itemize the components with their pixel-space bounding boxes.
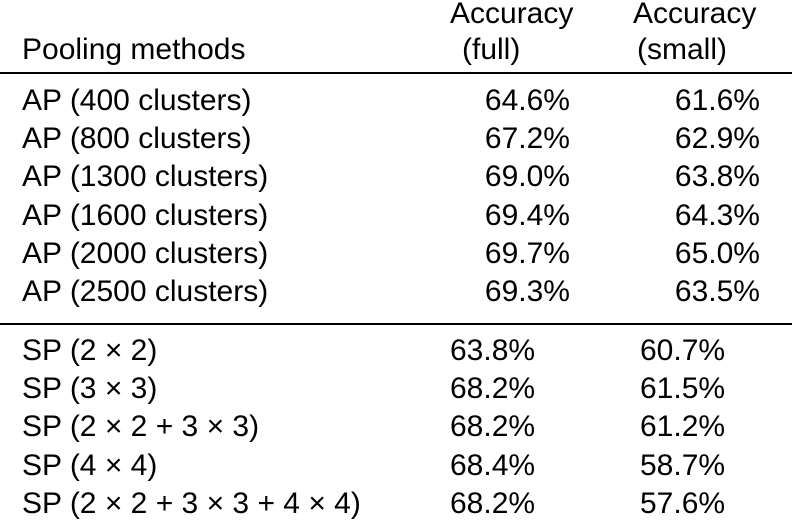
header-method: Pooling methods [22, 33, 246, 66]
method-cell: SP (2 × 2 + 3 × 3) [22, 410, 260, 444]
accuracy-cell: 58.7% [640, 448, 726, 482]
accuracy-cell: 68.4% [450, 448, 536, 482]
header-accuracy: (full) [462, 33, 521, 66]
accuracy-cell: 69.7% [484, 236, 570, 270]
accuracy-cell: 60.7% [640, 334, 726, 367]
accuracy-cell: 62.9% [674, 122, 760, 156]
accuracy-cell: 63.8% [450, 334, 536, 367]
accuracy-cell: 68.2% [450, 486, 536, 520]
accuracy-cell: 61.2% [640, 410, 726, 444]
header-accuracy: Accuracy [633, 0, 757, 30]
method-cell: SP (3 × 3) [22, 372, 158, 406]
accuracy-cell: 68.2% [450, 410, 536, 444]
accuracy-cell: 63.5% [674, 275, 760, 308]
method-cell: AP (2000 clusters) [22, 236, 269, 270]
method-cell: AP (800 clusters) [22, 122, 252, 156]
accuracy-cell: 61.6% [674, 84, 760, 117]
header-rule [0, 72, 792, 74]
header-accuracy: (small) [637, 33, 727, 66]
accuracy-cell: 65.0% [674, 236, 760, 270]
method-cell: SP (2 × 2) [22, 334, 158, 367]
accuracy-cell: 57.6% [640, 486, 726, 520]
method-cell: AP (2500 clusters) [22, 275, 269, 308]
accuracy-cell: 68.2% [450, 372, 536, 406]
accuracy-cell: 69.3% [484, 275, 570, 308]
method-cell: SP (4 × 4) [22, 448, 158, 482]
accuracy-cell: 69.0% [484, 160, 570, 194]
method-cell: AP (400 clusters) [22, 84, 252, 117]
accuracy-cell: 63.8% [674, 160, 760, 194]
method-cell: SP (2 × 2 + 3 × 3 + 4 × 4) [22, 486, 361, 520]
group-rule [0, 323, 792, 325]
accuracy-cell: 64.3% [674, 198, 760, 232]
accuracy-cell: 61.5% [640, 372, 726, 406]
header-accuracy: Accuracy [450, 0, 574, 30]
accuracy-cell: 69.4% [484, 198, 570, 232]
accuracy-cell: 67.2% [484, 122, 570, 156]
accuracy-cell: 64.6% [484, 84, 570, 117]
method-cell: AP (1300 clusters) [22, 160, 269, 194]
method-cell: AP (1600 clusters) [22, 198, 269, 232]
